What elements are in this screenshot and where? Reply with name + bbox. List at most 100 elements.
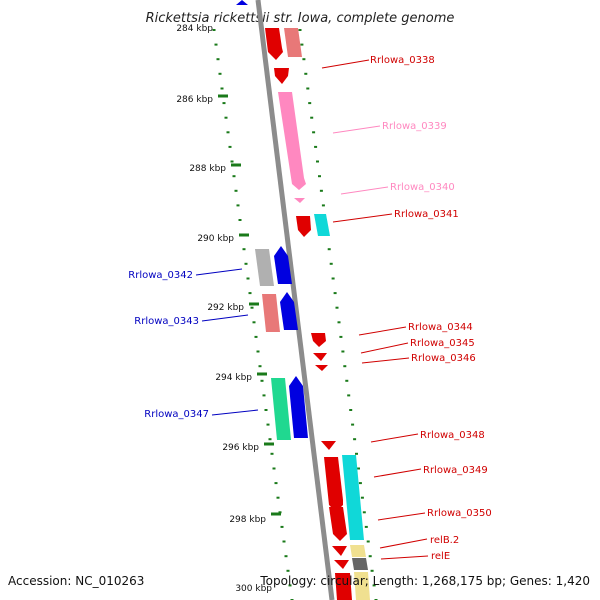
gene-arrow[interactable] — [311, 333, 326, 347]
leader-line — [201, 314, 249, 322]
leader-line — [195, 268, 243, 276]
gene-arrow[interactable] — [313, 353, 327, 361]
gene-block[interactable] — [314, 214, 330, 236]
gene-arrow[interactable] — [296, 216, 311, 237]
gene-block[interactable] — [271, 378, 291, 440]
minor-tick — [308, 102, 312, 105]
minor-tick — [212, 29, 216, 31]
minor-tick — [347, 394, 351, 397]
minor-tick — [298, 29, 302, 31]
gene-block[interactable] — [262, 294, 280, 332]
gene-arrow[interactable] — [335, 573, 352, 600]
minor-tick — [228, 145, 232, 148]
gene-arrow[interactable] — [321, 441, 336, 450]
gene-label[interactable]: Rrlowa_0340 — [390, 182, 455, 193]
minor-tick — [224, 116, 228, 119]
gene-block[interactable] — [352, 558, 368, 570]
minor-tick — [372, 584, 376, 587]
minor-tick — [256, 350, 260, 353]
scale-label: 290 kbp — [197, 234, 234, 244]
leader-line — [358, 326, 407, 336]
gene-label[interactable]: Rrlowa_0349 — [423, 465, 488, 476]
gene-arrow[interactable] — [332, 546, 347, 556]
gene-label[interactable]: Rrlowa_0350 — [427, 508, 492, 519]
leader-line — [380, 555, 429, 560]
gene-block[interactable] — [350, 545, 366, 557]
gene-arrow[interactable] — [278, 92, 306, 190]
minor-tick — [250, 306, 254, 309]
minor-tick — [333, 292, 337, 295]
gene-features — [255, 28, 370, 600]
gene-block[interactable] — [342, 455, 364, 540]
minor-tick — [222, 102, 226, 105]
leader-line — [377, 512, 426, 521]
minor-tick — [329, 262, 333, 265]
gene-label[interactable]: Rrlowa_0346 — [411, 353, 476, 364]
minor-tick — [339, 335, 343, 338]
gene-arrow[interactable] — [294, 198, 305, 203]
minor-tick — [252, 321, 256, 324]
gene-arrow[interactable] — [274, 68, 289, 84]
scale-label: 286 kbp — [176, 95, 213, 105]
scale-label: 292 kbp — [207, 303, 244, 313]
gene-arrow[interactable] — [265, 28, 283, 60]
leader-line — [332, 213, 393, 223]
gene-label[interactable]: Rrlowa_0339 — [382, 121, 447, 132]
minor-tick — [327, 248, 331, 251]
minor-tick — [368, 555, 372, 558]
gene-block[interactable] — [354, 572, 370, 600]
minor-tick — [366, 540, 370, 543]
gene-arrow[interactable] — [329, 507, 347, 541]
gene-label[interactable]: Rrlowa_0338 — [370, 55, 435, 66]
scale-label: 296 kbp — [222, 443, 259, 453]
minor-tick — [358, 482, 362, 485]
gene-label-group: Rrlowa_0338 Rrlowa_0339 Rrlowa_0340 Rrlo… — [128, 55, 491, 562]
gene-block[interactable] — [284, 28, 302, 57]
scale-label: 298 kbp — [229, 515, 266, 525]
minor-tick — [337, 321, 341, 324]
gene-label[interactable]: relB.2 — [430, 535, 459, 546]
gene-label[interactable]: Rrlowa_0348 — [420, 430, 485, 441]
gene-arrow[interactable] — [236, 0, 248, 5]
minor-tick — [286, 569, 290, 572]
minor-tick — [335, 306, 339, 309]
map-title: Rickettsia rickettsii str. Iowa, complet… — [146, 11, 455, 26]
minor-tick — [230, 160, 234, 163]
minor-tick — [278, 511, 282, 514]
gene-label[interactable]: Rrlowa_0343 — [134, 316, 199, 327]
inner-tick-ring — [298, 29, 378, 600]
leader-line — [211, 409, 259, 416]
minor-tick — [318, 175, 321, 178]
gene-label[interactable]: relE — [431, 551, 450, 562]
minor-tick — [302, 58, 306, 61]
minor-tick — [343, 365, 347, 368]
leader-line — [321, 59, 370, 69]
minor-tick — [258, 365, 262, 368]
gene-label[interactable]: Rrlowa_0342 — [128, 270, 193, 281]
minor-tick — [260, 379, 264, 382]
minor-tick — [272, 467, 276, 470]
gene-label[interactable]: Rrlowa_0347 — [144, 409, 209, 420]
gene-label[interactable]: Rrlowa_0344 — [408, 322, 473, 333]
genome-backbone — [255, 0, 335, 600]
minor-tick — [284, 555, 288, 558]
scale-label: 294 kbp — [215, 373, 252, 383]
gene-arrow[interactable] — [315, 365, 328, 371]
minor-tick — [220, 87, 224, 90]
minor-tick — [214, 43, 218, 46]
leader-line — [373, 468, 422, 478]
gene-arrow[interactable] — [280, 292, 298, 330]
gene-arrow[interactable] — [324, 457, 343, 512]
gene-block[interactable] — [255, 249, 274, 286]
gene-arrow[interactable] — [289, 376, 308, 438]
gene-arrow[interactable] — [274, 246, 292, 284]
minor-tick — [242, 248, 246, 251]
minor-tick — [288, 584, 292, 587]
gene-arrow[interactable] — [334, 560, 349, 569]
gene-label[interactable]: Rrlowa_0345 — [410, 338, 475, 349]
gene-label[interactable]: Rrlowa_0341 — [394, 209, 459, 220]
minor-tick — [310, 116, 314, 119]
minor-tick — [226, 131, 230, 134]
minor-tick — [236, 204, 240, 207]
